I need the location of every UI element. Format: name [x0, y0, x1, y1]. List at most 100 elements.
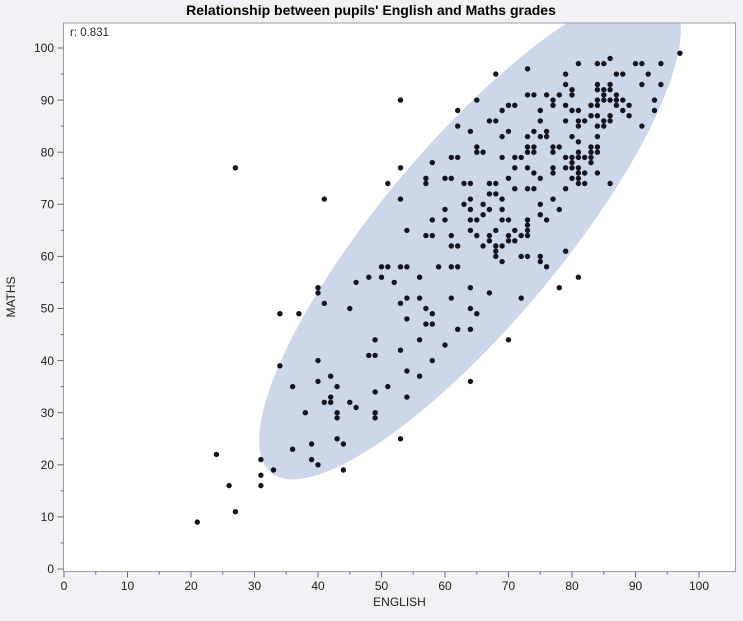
data-point	[594, 87, 601, 93]
data-point	[429, 217, 435, 223]
data-point	[505, 175, 512, 181]
data-point	[429, 232, 435, 239]
data-point	[550, 170, 556, 176]
data-point	[594, 170, 601, 176]
data-point	[493, 253, 499, 260]
data-point	[391, 279, 397, 286]
y-tick-label: 20	[41, 458, 55, 472]
data-point	[416, 337, 423, 343]
data-point	[366, 352, 372, 359]
data-point	[613, 102, 620, 109]
data-point	[537, 253, 543, 260]
plot-panel-border	[63, 22, 736, 572]
data-point	[607, 113, 613, 119]
data-point	[385, 264, 391, 270]
data-point	[651, 107, 658, 114]
data-point	[416, 373, 423, 379]
data-point	[505, 128, 512, 135]
x-tick-label: 100	[689, 579, 709, 593]
data-point	[493, 180, 499, 187]
data-point	[372, 410, 378, 416]
data-point	[524, 232, 531, 239]
data-point	[658, 60, 664, 67]
data-point	[474, 232, 480, 239]
data-point	[474, 149, 480, 155]
y-tick-label: 60	[41, 250, 55, 264]
data-point	[493, 191, 499, 197]
data-point	[562, 118, 569, 124]
data-point	[626, 102, 632, 109]
data-point	[232, 165, 239, 171]
data-point	[562, 154, 569, 161]
data-point	[442, 342, 448, 348]
data-point	[569, 133, 575, 140]
data-point	[524, 92, 531, 98]
data-point	[518, 154, 524, 161]
data-point	[505, 238, 512, 244]
data-point	[531, 144, 537, 150]
data-point	[518, 253, 524, 260]
y-tick-label: 80	[41, 145, 55, 159]
data-point	[524, 149, 531, 155]
data-point	[588, 159, 594, 166]
data-point	[569, 92, 575, 98]
data-point	[613, 71, 620, 77]
data-point	[626, 113, 632, 119]
data-point	[347, 399, 353, 405]
data-point	[315, 285, 321, 291]
data-point	[575, 60, 582, 67]
data-point	[372, 352, 378, 359]
data-point	[588, 144, 594, 150]
data-point	[474, 311, 480, 317]
data-point	[340, 467, 347, 473]
data-point	[505, 217, 512, 223]
data-point	[512, 102, 518, 109]
data-point	[480, 243, 486, 249]
data-point	[543, 264, 550, 270]
y-tick-label: 100	[34, 41, 54, 55]
data-point	[448, 243, 454, 249]
data-point	[556, 206, 562, 213]
data-point	[531, 149, 537, 155]
data-point	[620, 107, 626, 114]
data-point	[588, 102, 594, 109]
data-point	[512, 227, 518, 234]
data-point	[340, 441, 347, 447]
data-point	[524, 253, 531, 260]
y-tick-label: 30	[41, 406, 55, 420]
data-point	[423, 175, 429, 181]
data-point	[486, 238, 493, 244]
data-point	[315, 378, 321, 385]
data-point	[416, 274, 423, 280]
data-point	[334, 410, 340, 416]
data-point	[321, 399, 327, 405]
data-point	[524, 165, 531, 171]
data-point	[423, 321, 429, 327]
data-point	[575, 274, 582, 280]
data-point	[232, 509, 239, 515]
data-point	[594, 97, 601, 103]
data-point	[423, 180, 429, 187]
data-point	[397, 347, 404, 353]
data-point	[442, 175, 448, 181]
data-point	[404, 295, 410, 301]
data-point	[639, 60, 645, 67]
data-point	[493, 118, 499, 124]
data-point	[442, 217, 448, 223]
data-point	[467, 305, 474, 312]
data-point	[575, 175, 582, 181]
data-point	[613, 97, 620, 103]
data-point	[562, 71, 569, 77]
data-point	[601, 97, 607, 103]
data-point	[588, 113, 594, 119]
data-point	[651, 97, 658, 103]
data-point	[620, 71, 626, 77]
data-point	[226, 482, 232, 489]
data-point	[416, 295, 423, 301]
data-point	[575, 123, 582, 129]
data-point	[467, 378, 474, 385]
data-point	[493, 71, 499, 77]
data-point	[353, 404, 359, 411]
data-point	[302, 410, 308, 416]
data-point	[531, 170, 537, 176]
